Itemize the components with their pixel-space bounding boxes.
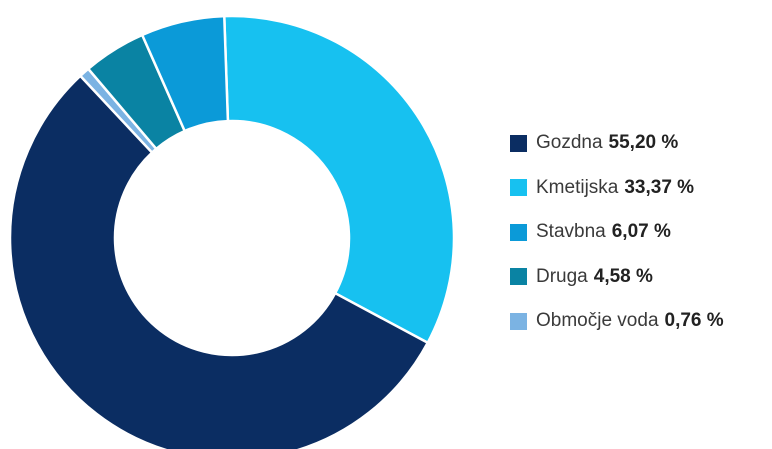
- legend-label-stavbna: Stavbna: [536, 221, 606, 242]
- slice-kmetijska: [223, 14, 456, 345]
- legend-swatch-gozdna: [510, 134, 527, 152]
- legend-value-druga: 4,58 %: [593, 265, 653, 287]
- legend-label-gozdna: Gozdna: [536, 132, 603, 153]
- legend-swatch-obmocje-voda: [510, 312, 527, 330]
- slice-stavbna: [140, 14, 230, 133]
- legend-value-stavbna: 6,07 %: [611, 221, 671, 242]
- legend-label-obmocje-voda: Območje voda: [536, 310, 659, 331]
- legend-item-druga: Druga 4,58 %: [510, 266, 724, 288]
- legend-label-kmetijska: Kmetijska: [536, 176, 619, 198]
- donut-slices: [8, 14, 456, 449]
- legend-label-druga: Druga: [536, 265, 588, 287]
- legend-swatch-stavbna: [510, 223, 527, 241]
- slice-gozdna: [8, 74, 429, 449]
- legend-swatch-druga: [510, 268, 527, 285]
- legend-item-obmocje-voda: Območje voda 0,76 %: [510, 310, 724, 332]
- chart-legend: Gozdna 55,20 % Kmetijska 33,37 % Stavbna…: [510, 132, 724, 355]
- legend-swatch-kmetijska: [510, 179, 527, 196]
- legend-item-gozdna: Gozdna 55,20 %: [510, 132, 724, 154]
- legend-value-gozdna: 55,20 %: [608, 132, 679, 153]
- legend-item-stavbna: Stavbna 6,07 %: [510, 221, 724, 243]
- legend-value-obmocje-voda: 0,76 %: [664, 310, 724, 331]
- legend-item-kmetijska: Kmetijska 33,37 %: [510, 177, 724, 199]
- legend-value-kmetijska: 33,37 %: [624, 176, 695, 198]
